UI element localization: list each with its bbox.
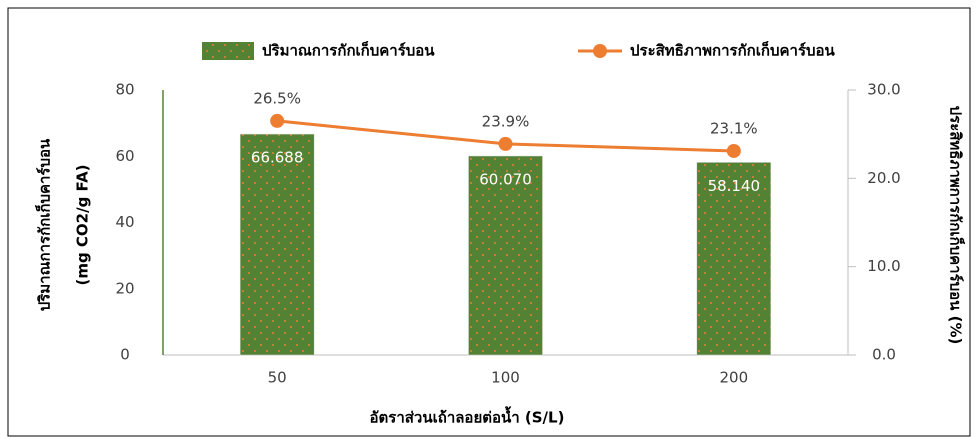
legend-label: ประสิทธิภาพการกักเก็บคาร์บอน xyxy=(630,41,836,60)
y-tick-label: 0 xyxy=(120,346,130,364)
x-tick-label: 50 xyxy=(268,369,287,387)
y-axis-label: (mg CO2/g FA) xyxy=(74,164,92,285)
bar xyxy=(696,162,772,356)
y-tick-label: 40 xyxy=(115,213,134,231)
line-value-label: 26.5% xyxy=(253,89,301,107)
line-marker xyxy=(498,136,513,151)
line-marker xyxy=(270,113,285,128)
y-tick-label: 80 xyxy=(115,81,134,99)
x-tick-label: 100 xyxy=(491,369,520,387)
legend-swatch xyxy=(202,42,254,60)
legend-label: ปริมาณการกักเก็บคาร์บอน xyxy=(262,41,435,60)
legend-swatch xyxy=(593,44,607,58)
bar xyxy=(239,133,315,356)
y2-tick-label: 10.0 xyxy=(867,257,900,275)
y2-tick-label: 30.0 xyxy=(867,81,900,99)
y-tick-label: 60 xyxy=(115,147,134,165)
line-marker xyxy=(726,143,741,158)
bar xyxy=(468,155,543,356)
bar-value-label: 66.688 xyxy=(251,149,304,167)
y-axis-label: ปริมาณการกักเก็บคาร์บอน xyxy=(35,138,54,311)
bar-value-label: 58.140 xyxy=(708,177,761,195)
y-tick-label: 20 xyxy=(115,279,134,297)
chart-frame xyxy=(7,7,971,437)
bar-value-label: 60.070 xyxy=(479,171,532,189)
line-value-label: 23.9% xyxy=(482,112,530,130)
x-tick-label: 200 xyxy=(720,369,749,387)
x-axis-label: อัตราส่วนเถ้าลอยต่อน้ำ (S/L) xyxy=(370,406,565,427)
y2-tick-label: 20.0 xyxy=(867,169,900,187)
y2-tick-label: 0.0 xyxy=(872,346,896,364)
line-value-label: 23.1% xyxy=(710,119,758,137)
y2-axis-label: ประสิทธิภาพการกักเก็บคาร์บอน (%) xyxy=(947,106,966,345)
